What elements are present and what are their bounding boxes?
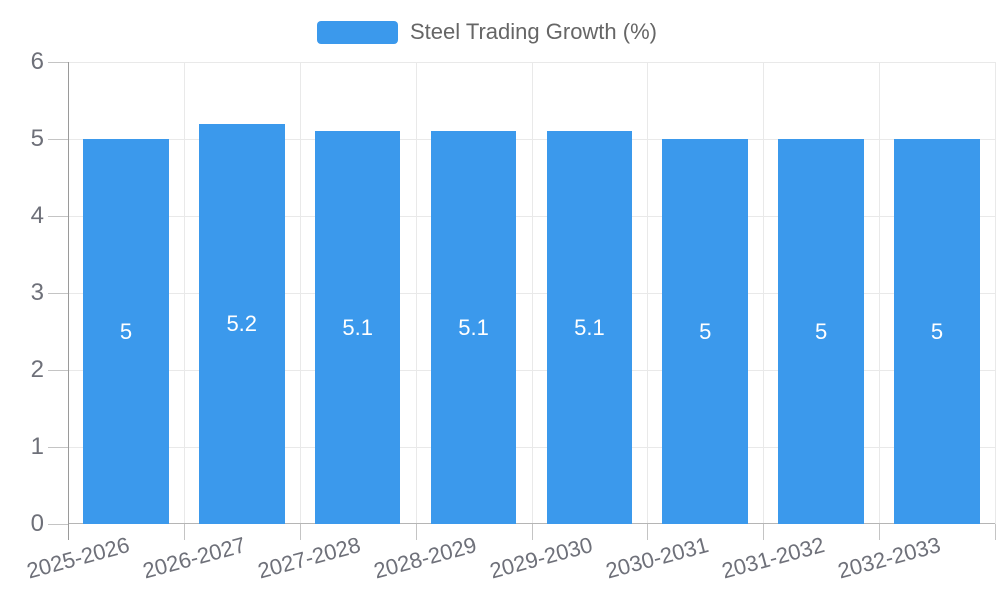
bar-value-label: 5 xyxy=(930,318,944,344)
gridline-vertical xyxy=(415,62,417,524)
x-tick-label: 2031-2032 xyxy=(719,532,828,584)
y-axis-tick xyxy=(48,523,68,525)
bar: 5.1 xyxy=(546,131,633,524)
bar-value-label: 5.1 xyxy=(342,314,373,340)
bar-value-label: 5.2 xyxy=(226,310,258,336)
y-tick-label: 3 xyxy=(30,279,44,306)
gridline-vertical xyxy=(879,62,881,524)
x-tick-label: 2029-2030 xyxy=(487,532,596,584)
bar: 5 xyxy=(778,139,864,524)
y-axis-tick xyxy=(48,61,68,63)
gridline-vertical xyxy=(299,62,301,524)
y-axis-tick xyxy=(48,369,68,371)
legend-label: Steel Trading Growth (%) xyxy=(410,19,657,44)
y-axis-tick xyxy=(48,215,68,217)
y-tick-label: 6 xyxy=(30,48,44,75)
y-axis-tick xyxy=(48,446,68,448)
y-axis-tick xyxy=(48,138,68,140)
bar-value-label: 5 xyxy=(699,318,712,344)
bar: 5 xyxy=(83,139,169,524)
y-axis-line xyxy=(68,62,69,540)
plot-area: 5 5.2 5.1 5.1 5.1 5 5 5 xyxy=(68,62,996,524)
x-tick-label: 2027-2028 xyxy=(255,532,364,584)
x-tick-label: 2032-2033 xyxy=(834,532,944,584)
gridline-vertical xyxy=(531,62,533,524)
y-axis-tick xyxy=(48,292,68,294)
x-axis-tick xyxy=(531,524,533,540)
gridline-vertical xyxy=(183,62,185,524)
bar-value-label: 5 xyxy=(815,318,828,344)
bar-value-label: 5 xyxy=(119,318,133,344)
x-axis-tick xyxy=(647,524,649,540)
x-tick-label: 2025-2026 xyxy=(23,532,132,584)
x-axis-tick xyxy=(995,524,996,540)
x-axis-line xyxy=(68,523,995,524)
bar: 5 xyxy=(894,139,980,524)
x-axis-tick xyxy=(415,524,417,540)
x-axis-tick xyxy=(183,524,185,540)
x-tick-label: 2030-2031 xyxy=(603,532,712,584)
y-tick-label: 4 xyxy=(30,202,44,229)
y-tick-label: 2 xyxy=(30,356,44,383)
gridline-vertical xyxy=(647,62,649,524)
bar: 5.1 xyxy=(314,131,401,524)
legend-item[interactable]: Steel Trading Growth (%) xyxy=(317,20,657,44)
y-tick-label: 0 xyxy=(30,510,44,537)
bar: 5.2 xyxy=(198,123,285,524)
x-tick-label: 2026-2027 xyxy=(139,532,248,584)
x-tick-label: 2028-2029 xyxy=(371,532,480,584)
bar: 5.1 xyxy=(430,131,517,524)
bar-value-label: 5.1 xyxy=(574,314,605,340)
y-tick-label: 5 xyxy=(30,125,44,152)
gridline-vertical xyxy=(995,62,996,524)
y-tick-label: 1 xyxy=(30,433,44,460)
x-axis-tick xyxy=(299,524,301,540)
x-axis-tick xyxy=(879,524,881,540)
x-axis-tick xyxy=(763,524,765,540)
gridline-vertical xyxy=(763,62,765,524)
legend-swatch xyxy=(317,20,398,44)
bar: 5 xyxy=(662,139,749,524)
bar-value-label: 5.1 xyxy=(458,314,489,340)
